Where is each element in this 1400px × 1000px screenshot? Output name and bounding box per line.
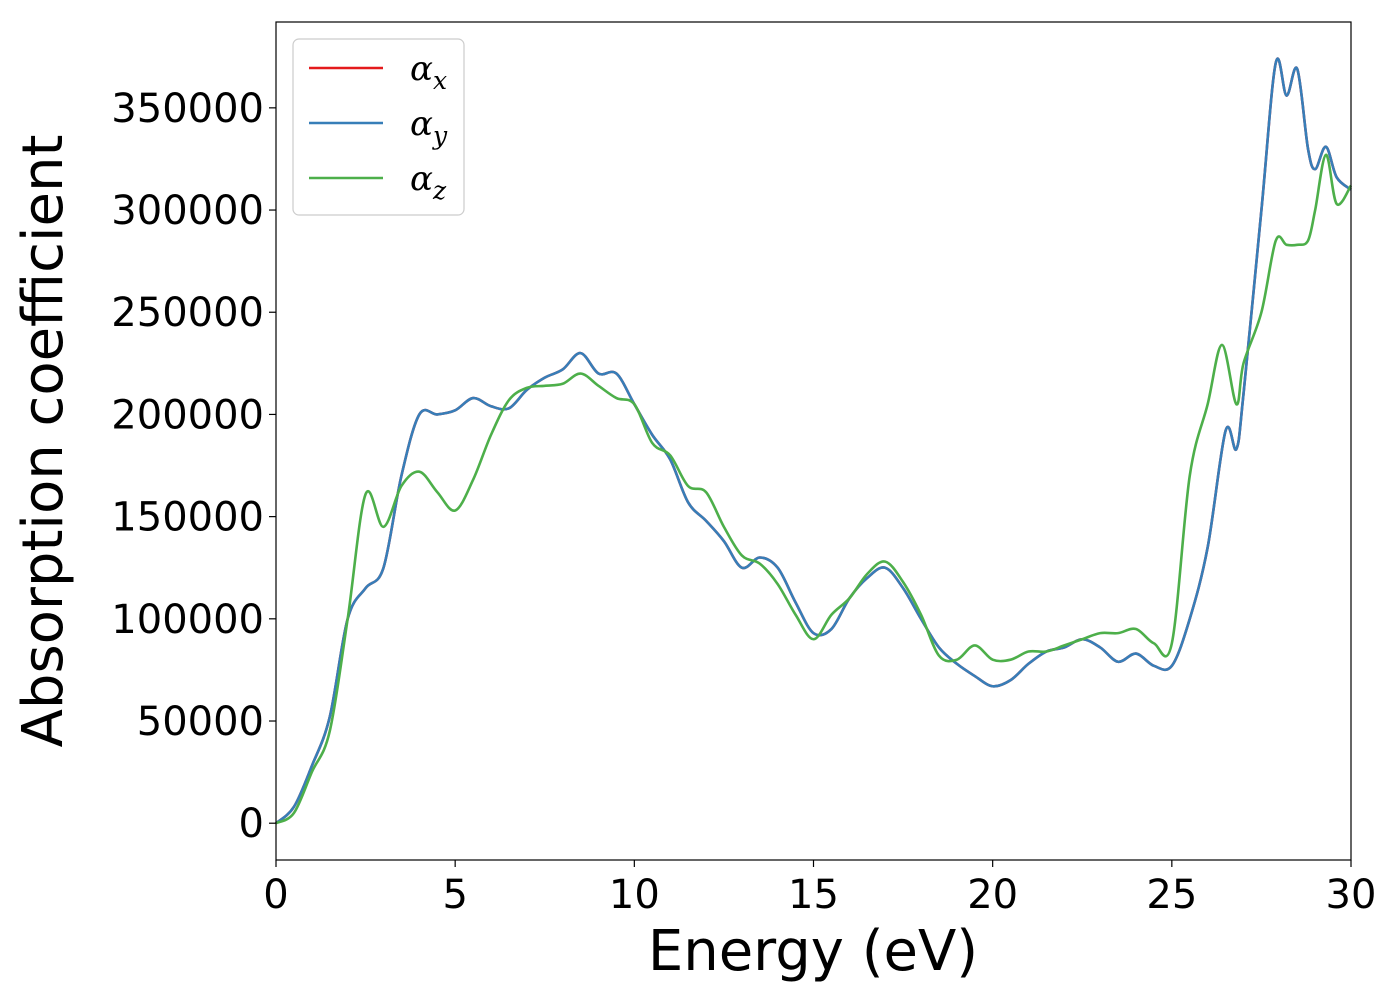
x-tick-label: 30 (1326, 872, 1377, 918)
y-axis-ticks: 0 50000 100000 150000 200000 250000 300000 3500… (111, 86, 276, 847)
x-tick-label: 10 (609, 872, 660, 918)
y-tick-label: 300000 (111, 188, 264, 234)
y-tick-label: 150000 (111, 495, 264, 541)
legend-label-y: αy (410, 104, 448, 150)
series-line-z (275, 153, 1353, 825)
x-tick-label: 5 (442, 872, 467, 918)
x-tick-label: 25 (1146, 872, 1197, 918)
y-tick-label: 350000 (111, 86, 264, 132)
x-tick-label: 0 (263, 872, 288, 918)
y-tick-label: 0 (239, 801, 264, 847)
legend-label-z: αz (410, 159, 447, 205)
series-layer (275, 57, 1353, 825)
x-axis-label: Energy (eV) (648, 919, 978, 984)
x-tick-label: 15 (788, 872, 839, 918)
y-tick-label: 50000 (137, 699, 264, 745)
series-line-y (275, 57, 1352, 825)
legend-label-x: αx (410, 49, 447, 95)
x-tick-label: 20 (967, 872, 1018, 918)
x-axis-ticks: 0 5 10 15 20 25 30 (263, 860, 1376, 918)
y-axis-label: Absorption coefficient (11, 135, 76, 748)
legend: αx αy αz (292, 38, 465, 216)
y-tick-label: 250000 (111, 290, 264, 336)
legend-frame (292, 38, 465, 216)
y-tick-label: 100000 (111, 597, 264, 643)
y-tick-label: 200000 (111, 392, 264, 438)
